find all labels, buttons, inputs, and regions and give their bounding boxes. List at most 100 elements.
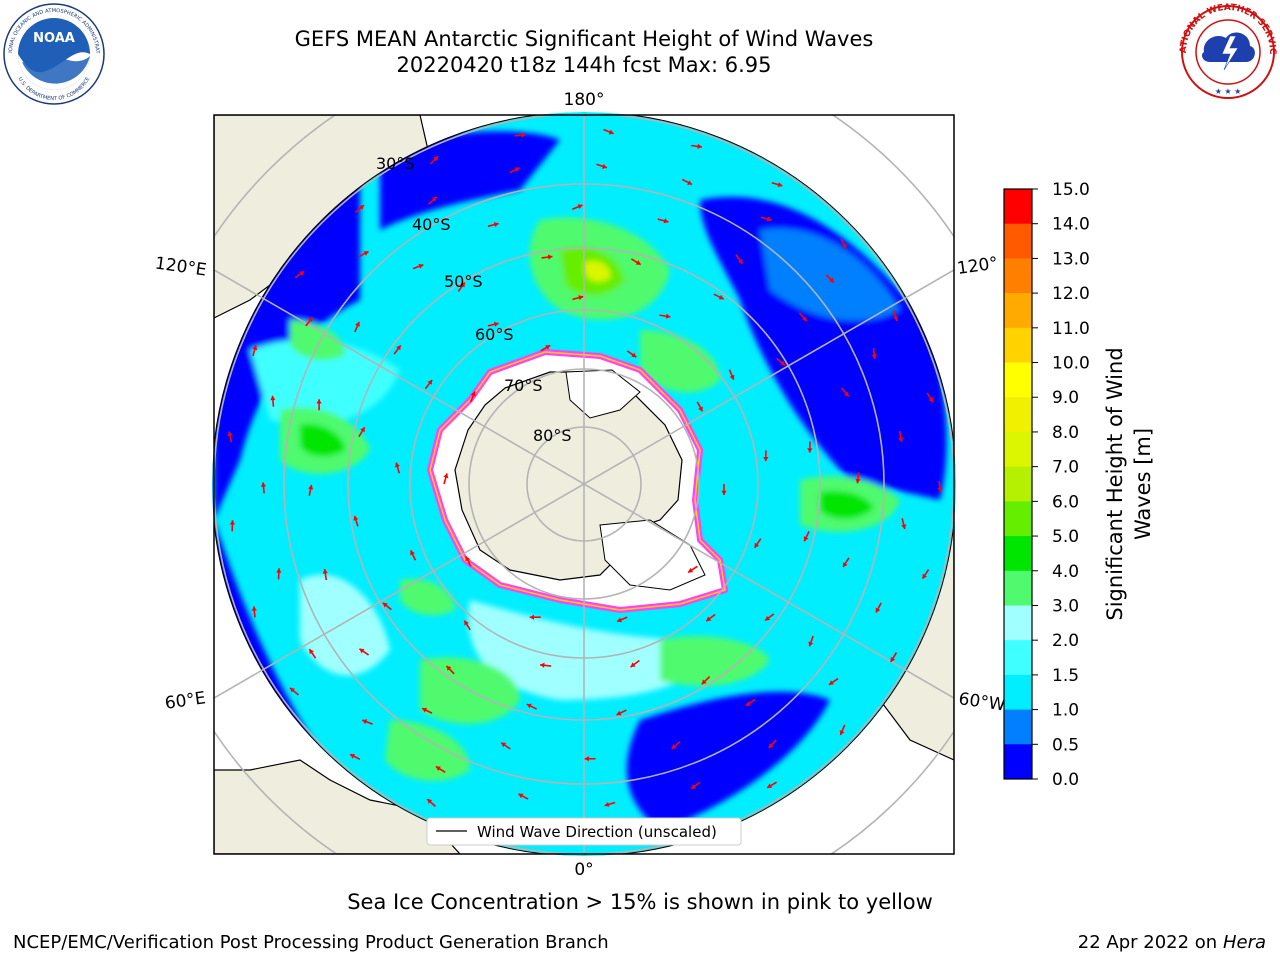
colorbar-tick-label: 14.0: [1052, 215, 1090, 235]
wave-arrow-head: [350, 753, 356, 759]
colorbar-band: [1004, 640, 1032, 676]
colorbar-band: [1004, 223, 1032, 259]
wave-arrow-head: [358, 205, 364, 210]
wave-arrow-head: [616, 710, 622, 716]
wave-arrow-head: [687, 180, 693, 185]
svg-text:★ ★ ★: ★ ★ ★: [1215, 87, 1242, 96]
wave-arrow-head: [410, 550, 415, 556]
wave-arrow-head: [745, 701, 751, 706]
wave-arrow-head: [252, 345, 258, 351]
africa-land: [214, 759, 461, 854]
wave-arrow-head: [766, 216, 772, 222]
lat-label-80s: 80°S: [533, 426, 572, 445]
colorbar-tick-label: 10.0: [1052, 354, 1090, 374]
wave-arrow-head: [928, 397, 933, 403]
colorbar: 0.0 0.5 1.0 1.5 2.0 3.0 4.0 5.0 6.0 7.0 8.0 9.0 10.0…: [1003, 180, 1090, 790]
colorbar-band: [1004, 189, 1032, 225]
wave-arrow-head: [802, 316, 807, 322]
wave-arrow-head: [763, 456, 769, 462]
wave-arrow-head: [394, 462, 400, 468]
wave-arrow-head: [890, 656, 896, 662]
wave-arrow-head: [828, 680, 834, 685]
wave-arrow-head: [768, 743, 774, 749]
wave-arrow-head: [308, 484, 314, 490]
wave-arrow-head: [355, 321, 360, 327]
colorbar-band: [1004, 501, 1032, 537]
colorbar-tick-label: 7.0: [1052, 458, 1079, 478]
wave-arrow-head: [353, 515, 359, 521]
colorbar-band: [1004, 293, 1032, 329]
wave-arrow-head: [289, 687, 295, 693]
wave-arrow-head: [841, 243, 847, 249]
wave-arrow-head: [671, 744, 677, 749]
wave-arrow-head: [316, 399, 322, 404]
wave-arrow-head: [418, 263, 424, 269]
graticule: [214, 115, 954, 854]
lat-label-70s: 70°S: [504, 376, 543, 395]
wave-arrow-head: [602, 163, 607, 169]
wave-arrow-head: [465, 556, 471, 562]
colorbar-tick-label: 1.0: [1052, 701, 1079, 721]
footer-credit: NCEP/EMC/Verification Post Processing Pr…: [13, 932, 609, 953]
lat-label-60s: 60°S: [475, 325, 514, 344]
wave-arrow-head: [435, 766, 441, 771]
wave-arrow-head: [493, 321, 499, 327]
wave-arrow-head: [362, 719, 368, 725]
wave-arrow-head: [526, 703, 532, 709]
wave-arrow-head: [635, 260, 641, 265]
lat-label-30s: 30°S: [376, 154, 415, 173]
sea-ice-note: Sea Ice Concentration > 15% is shown in …: [347, 890, 933, 914]
wave-arrow-head: [663, 218, 669, 224]
sea-ice-edge-yellow: [429, 351, 726, 611]
wave-arrow-head: [777, 182, 783, 188]
wave-arrow-head: [706, 616, 712, 622]
wave-arrow-head: [630, 662, 636, 668]
noaa-logo: NOAA NATIONAL OCEANIC AND ATMOSPHERIC AD…: [2, 2, 105, 105]
wave-arrow-head: [767, 783, 773, 788]
wave-arrow-head: [578, 295, 584, 301]
wave-arrow-head: [529, 614, 535, 620]
colorbar-label: Significant Height of Wind Waves [m]: [1103, 347, 1155, 620]
colorbar-tick-label: 13.0: [1052, 249, 1090, 269]
wave-arrow-head: [547, 254, 553, 260]
weddell-ice-shelf: [599, 519, 706, 591]
lat-label-50s: 50°S: [444, 272, 483, 291]
wave-arrow-head: [617, 617, 623, 623]
wave-arrow-head: [427, 799, 433, 804]
wave-arrow-head: [307, 317, 313, 323]
wave-arrow-head: [698, 406, 703, 412]
colorbar-tick-label: 15.0: [1052, 180, 1090, 200]
wave-arrow-head: [721, 490, 727, 495]
colorbar-band: [1004, 397, 1032, 433]
wave-arrow-head: [604, 801, 610, 807]
wave-arrow-head: [871, 354, 877, 359]
lon-label-0: 0°: [574, 860, 593, 880]
wave-arrow-head: [665, 313, 671, 319]
colorbar-tick-label: 8.0: [1052, 423, 1079, 443]
wave-arrow-head: [608, 129, 614, 135]
wave-arrow-head: [729, 374, 735, 380]
colorbar-label-line2: Waves [m]: [1131, 428, 1155, 540]
wave-arrow-head: [631, 352, 637, 358]
colorbar-band: [1004, 431, 1032, 468]
wave-arrow-head: [431, 196, 437, 202]
chart-title: GEFS MEAN Antarctic Significant Height o…: [184, 26, 984, 78]
wave-arrow-head: [514, 167, 520, 173]
colorbar-tick-label: 9.0: [1052, 388, 1079, 408]
colorbar-tick-label: 2.0: [1052, 631, 1079, 651]
wave-arrow-head: [584, 756, 589, 762]
colorbar-band: [1004, 258, 1032, 294]
wave-arrow-head: [382, 602, 388, 608]
colorbar-band: [1004, 709, 1032, 745]
colorbar-tick-label: 11.0: [1052, 319, 1090, 339]
colorbar-band: [1004, 536, 1032, 572]
wave-arrow-head: [718, 294, 724, 300]
colorbar-tick-label: 12.0: [1052, 284, 1090, 304]
lon-label-120e: 120°E: [154, 254, 208, 281]
wave-arrow-head: [803, 536, 809, 542]
wave-arrow-head: [922, 573, 928, 579]
wave-arrow-head: [460, 282, 465, 288]
wave-arrow-head: [765, 615, 771, 621]
colorbar-band: [1004, 744, 1032, 780]
wave-arrow-head: [701, 679, 707, 685]
